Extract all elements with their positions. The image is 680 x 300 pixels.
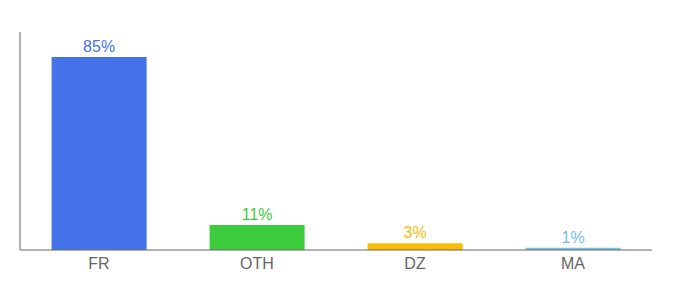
svg-text:1%: 1%: [562, 229, 585, 246]
svg-text:FR: FR: [88, 255, 109, 272]
svg-text:DZ: DZ: [404, 255, 426, 272]
svg-text:MA: MA: [561, 255, 585, 272]
svg-text:3%: 3%: [404, 224, 427, 241]
svg-text:11%: 11%: [242, 206, 273, 223]
svg-text:85%: 85%: [83, 38, 115, 55]
svg-text:OTH: OTH: [240, 255, 274, 272]
